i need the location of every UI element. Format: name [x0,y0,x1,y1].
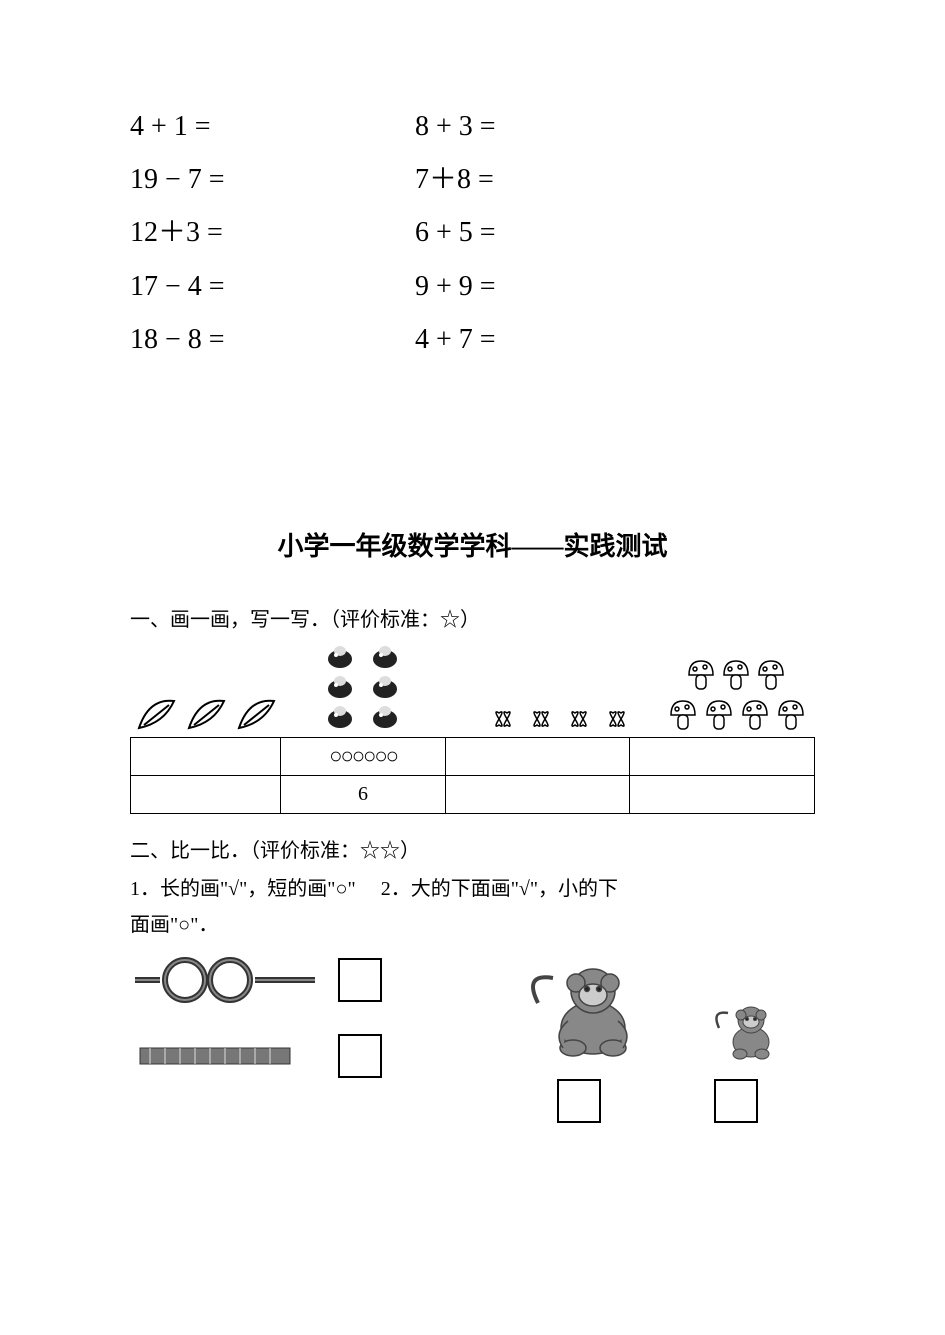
arith-cell: 19 − 7 = [130,153,415,206]
arith-cell: 17 − 4 = [130,260,415,313]
table-cell [131,737,281,775]
arith-cell: 18 − 8 = [130,313,415,366]
circles-icon: ○○○○○○ [329,743,397,768]
monkeys-row [500,953,815,1063]
rope-long-icon [130,956,320,1004]
q2-left-column [130,953,500,1123]
rope-short-row [130,1029,500,1083]
table-cell [445,775,630,813]
table-cell [630,775,815,813]
section2-content [130,953,815,1123]
rope-long-row [130,953,500,1007]
bee-icon [318,645,418,735]
arith-row: 19 − 7 = 7＋8 = [130,153,815,206]
arith-row: 17 − 4 = 9 + 9 = [130,260,815,313]
leaf-icon [134,693,284,735]
section1-heading: 一、画一画，写一写．（评价标准：☆） [130,603,815,632]
q2-text-part2: 面画"○"． [130,914,218,936]
q2-text-part1: 2．大的下面画"√"，小的下 [381,878,618,900]
arith-cell: 4 + 7 = [415,313,815,366]
monkey-big-icon [528,953,658,1063]
arith-cell: 9 + 9 = [415,260,815,313]
table-row: 6 [131,775,815,813]
table-cell [445,737,630,775]
bees-group [308,645,427,735]
section1-table: ○○○○○○ 6 [130,737,815,814]
butterfly-icon [491,703,641,735]
arith-cell: 12＋3 = [130,206,415,259]
mushroom-icon [665,657,815,735]
table-cell: 6 [281,775,445,813]
arithmetic-block: 4 + 1 = 8 + 3 = 19 − 7 = 7＋8 = 12＋3 = 6 … [130,100,815,366]
answer-box [338,958,382,1002]
table-row: ○○○○○○ [131,737,815,775]
arith-cell: 8 + 3 = [415,100,815,153]
section2-questions: 1．长的画"√"，短的画"○" 2．大的下面画"√"，小的下 面画"○"． [130,871,815,943]
section1-images [130,640,815,735]
arith-row: 18 − 8 = 4 + 7 = [130,313,815,366]
section2-heading: 二、比一比．（评价标准：☆☆） [130,834,815,863]
table-cell: ○○○○○○ [281,737,445,775]
leaves-group [130,693,288,735]
arith-row: 12＋3 = 6 + 5 = [130,206,815,259]
answer-box [557,1079,601,1123]
rope-short-icon [130,1036,320,1076]
arith-cell: 4 + 1 = [130,100,415,153]
q2-right-column [500,953,815,1123]
arith-row: 4 + 1 = 8 + 3 = [130,100,815,153]
butterflies-group [487,703,645,735]
answer-box [714,1079,758,1123]
monkey-answer-boxes [500,1079,815,1123]
arith-cell: 7＋8 = [415,153,815,206]
table-cell [131,775,281,813]
page-title: 小学一年级数学学科——实践测试 [130,526,815,563]
mushrooms-group [665,657,815,735]
answer-box [338,1034,382,1078]
q1-text: 1．长的画"√"，短的画"○" [130,878,356,900]
table-cell [630,737,815,775]
arith-cell: 6 + 5 = [415,206,815,259]
monkey-small-icon [713,998,788,1063]
